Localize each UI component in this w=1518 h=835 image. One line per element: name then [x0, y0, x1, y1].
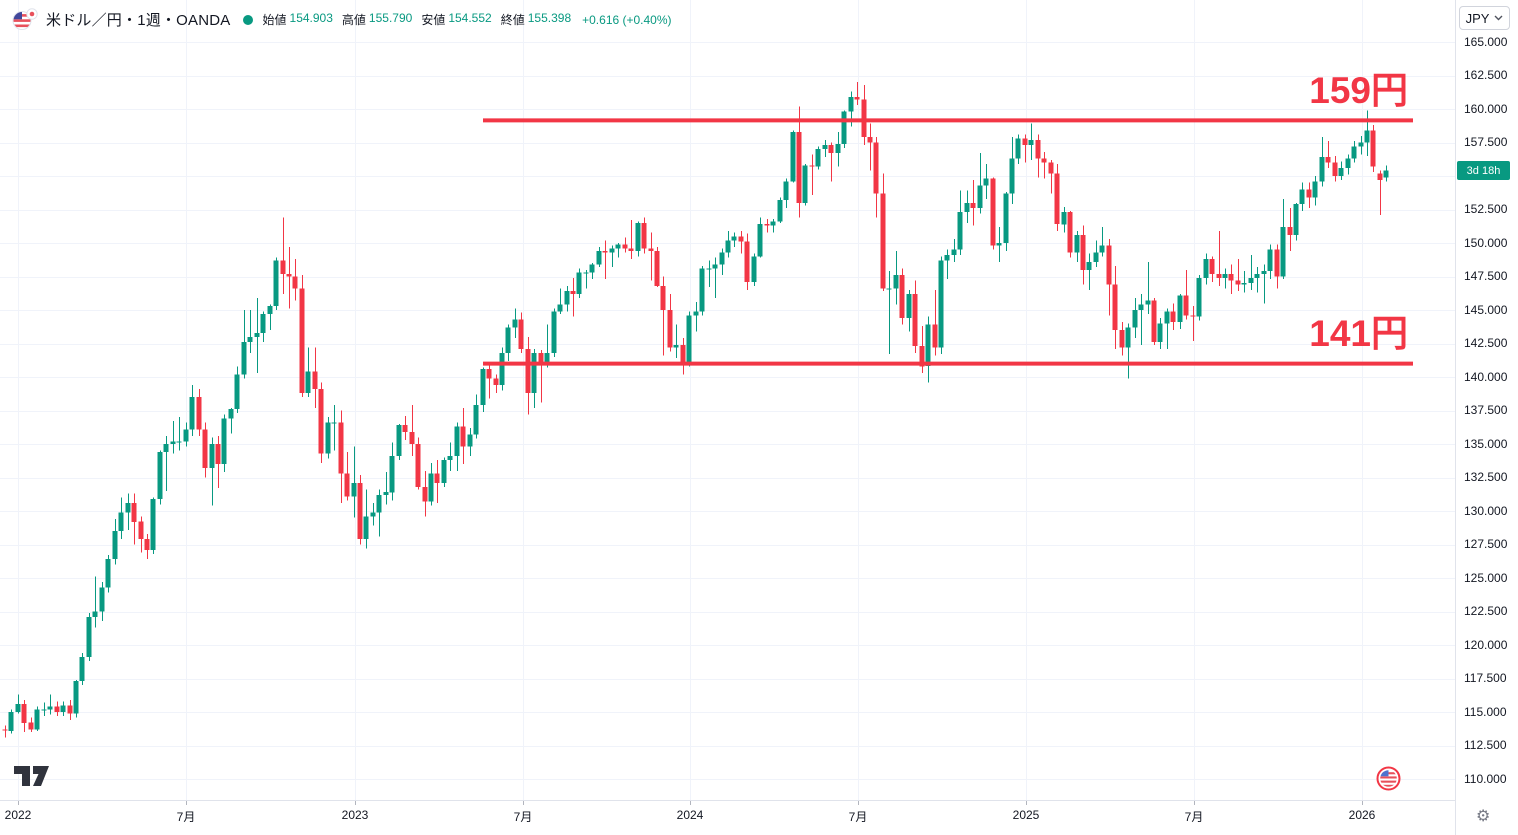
ohlc-low-value: 154.552	[448, 11, 492, 25]
price-scale[interactable]: JPY 3d 18h ⚙ 165.000 162.500 160.000 157.50…	[1455, 0, 1518, 835]
ohlc-close: 終値 155.398	[501, 11, 571, 28]
ohlc-readout: 始値 154.903 高値 155.790 安値 154.552 終値 155.398 …	[263, 11, 672, 28]
price-tick-label: 115.000	[1464, 704, 1507, 719]
change-value: +0.616 (+0.40%)	[582, 12, 672, 27]
price-tick-label: 132.500	[1464, 470, 1508, 484]
price-tick-label: 117.500	[1464, 671, 1507, 685]
time-tick-label: 2026	[1348, 808, 1376, 822]
currency-unit-button[interactable]: JPY	[1459, 6, 1510, 30]
ohlc-close-value: 155.398	[527, 11, 572, 25]
symbol-legend[interactable]: 米ドル／円・1週・OANDA 始値 154.903 高値 155.790 安値 154…	[12, 8, 672, 31]
price-tick-label: 137.500	[1464, 403, 1508, 417]
price-tick-label: 152.500	[1464, 202, 1508, 216]
bar-countdown-text: 3d 18h	[1466, 164, 1501, 177]
price-tick-label: 120.000	[1464, 637, 1508, 652]
time-tick-mark	[523, 801, 524, 805]
price-tick-label: 142.500	[1464, 336, 1508, 350]
chevron-down-icon	[1494, 15, 1503, 21]
us-flag-event-icon[interactable]	[1376, 766, 1401, 796]
ohlc-low-label: 安値	[421, 13, 446, 27]
price-tick-label: 150.000	[1464, 235, 1508, 250]
settings-gear-icon[interactable]: ⚙	[1476, 806, 1491, 825]
usdjpy-pair-icon	[12, 8, 38, 30]
time-tick-label: 2022	[4, 808, 32, 822]
chart-pane[interactable]	[0, 0, 1455, 800]
price-tick-label: 112.500	[1464, 738, 1507, 752]
tradingview-logo[interactable]	[14, 766, 50, 793]
ohlc-high: 高値 155.790	[342, 11, 412, 28]
ohlc-close-label: 終値	[500, 13, 525, 27]
ohlc-low: 安値 154.552	[421, 11, 491, 28]
ohlc-open: 始値 154.903	[263, 11, 333, 28]
time-tick-label: 7月	[513, 810, 533, 824]
grid	[0, 0, 1455, 800]
ohlc-high-value: 155.790	[368, 11, 413, 25]
price-tick-label: 145.000	[1464, 302, 1508, 317]
market-status-dot[interactable]	[242, 14, 253, 25]
price-tick-label: 165.000	[1464, 34, 1508, 49]
price-tick-label: 135.000	[1464, 436, 1508, 451]
time-tick-label: 7月	[848, 810, 868, 824]
price-tick-label: 140.000	[1464, 369, 1508, 384]
time-tick-mark	[690, 801, 691, 805]
time-tick-label: 2024	[676, 808, 704, 822]
time-tick-label: 2025	[1012, 808, 1040, 822]
time-tick-label: 7月	[1184, 810, 1204, 824]
time-scale[interactable]: 2022 7月 2023 7月 2024 7月 2025 7月 2026	[0, 800, 1518, 835]
ohlc-open-label: 始値	[262, 13, 287, 27]
time-tick-mark	[18, 801, 19, 805]
support-141-label[interactable]: 141円	[1309, 313, 1408, 354]
time-tick-mark	[1194, 801, 1195, 805]
time-tick-mark	[1362, 801, 1363, 805]
time-tick-mark	[355, 801, 356, 805]
time-tick-label: 2023	[341, 808, 369, 822]
price-tick-label: 127.500	[1464, 537, 1508, 551]
ohlc-high-label: 高値	[341, 13, 366, 27]
symbol-title[interactable]: 米ドル／円・1週・OANDA	[46, 12, 231, 29]
resistance-159-label[interactable]: 159円	[1309, 70, 1408, 111]
price-tick-label: 147.500	[1464, 269, 1508, 283]
price-tick-label: 122.500	[1464, 604, 1508, 618]
price-tick-label: 130.000	[1464, 503, 1508, 518]
time-tick-label: 7月	[176, 810, 196, 824]
price-tick-label: 162.500	[1464, 68, 1508, 82]
price-tick-label: 125.000	[1464, 570, 1508, 585]
currency-unit-label: JPY	[1465, 10, 1490, 26]
price-tick-label: 157.500	[1464, 135, 1508, 149]
bar-countdown-badge: 3d 18h	[1457, 161, 1510, 181]
price-tick-label: 160.000	[1464, 101, 1508, 116]
time-tick-mark	[186, 801, 187, 805]
time-tick-mark	[1026, 801, 1027, 805]
price-tick-label: 110.000	[1464, 771, 1507, 786]
candles[interactable]	[2, 82, 1389, 738]
time-tick-mark	[858, 801, 859, 805]
ohlc-open-value: 154.903	[289, 11, 333, 25]
